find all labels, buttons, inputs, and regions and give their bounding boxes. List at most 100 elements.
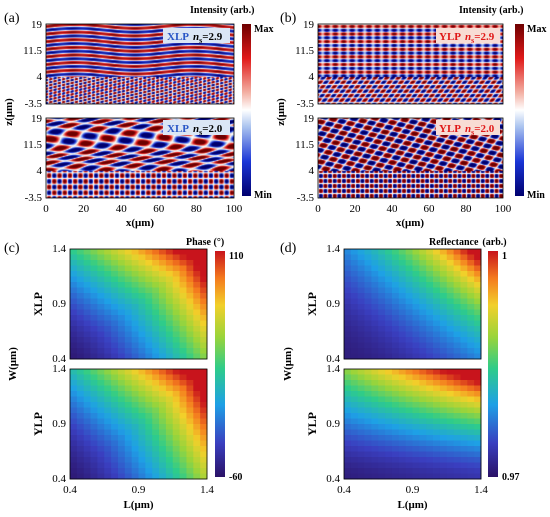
phase-c-ylp-cell: [131, 424, 139, 430]
reflectance-d-ylp-cell: [439, 380, 448, 386]
phase-c-ylp-cell: [90, 369, 98, 375]
tag-b-bot-nval: =2.0: [474, 123, 495, 135]
reflectance-d-ylp-cell: [371, 418, 379, 425]
reflectance-d-xlp-cell: [344, 287, 352, 294]
reflectance-d-xlp-cell: [419, 326, 427, 332]
phase-c-ylp-cell: [104, 413, 112, 419]
reflectance-d-ylp-cell: [467, 446, 475, 452]
reflectance-d-ylp-cell: [433, 413, 441, 419]
phase-c-xlp-cell: [145, 276, 153, 283]
phase-c-xlp-cell: [124, 348, 133, 354]
reflectance-d-xlp-cell: [460, 309, 468, 316]
reflectance-d-xlp-cell: [371, 348, 379, 354]
phase-c-xlp-cell: [97, 276, 105, 283]
phase-c-xlp-cell: [138, 282, 146, 288]
reflectance-d-ylp-cell: [433, 418, 441, 425]
phase-c-ylp-cell: [193, 391, 201, 397]
phase-c-ylp-cell: [172, 418, 180, 425]
reflectance-d-xlp-cell: [385, 326, 393, 332]
reflectance-d-xlp-cell: [371, 265, 379, 272]
reflectance-d-ylp-cell: [453, 407, 461, 414]
reflectance-d-xlp-cell: [474, 298, 482, 305]
reflectance-d-ylp-cell: [412, 418, 420, 425]
reflectance-d-xlp-cell: [467, 271, 475, 277]
reflectance-d-ylp-cell: [391, 391, 400, 397]
phase-c-xlp-cell: [179, 265, 187, 272]
reflectance-d-xlp-cell: [371, 293, 379, 299]
phase-c-ylp-cell: [131, 391, 139, 397]
phase-c-ylp-cell: [200, 435, 208, 441]
phase-c-ylp-cell: [159, 369, 167, 375]
reflectance-d-ylp-cell: [378, 380, 386, 386]
phase-c-ylp-cell: [179, 462, 187, 469]
phase-c-ylp-cell: [138, 369, 146, 375]
phase-c-xlp-cell: [186, 331, 194, 338]
phase-c-ylp-cell: [104, 451, 112, 458]
phase-c-xlp-cell: [97, 309, 105, 316]
phase-c-xlp-cell: [152, 249, 160, 255]
phase-c-ylp-cell: [152, 429, 160, 436]
reflectance-d-xlp-cell: [460, 254, 468, 261]
phase-c-ylp-cell: [90, 435, 98, 441]
phase-c-xlp-cell: [97, 326, 105, 332]
reflectance-d-ylp-cell: [405, 396, 413, 403]
reflectance-d-xlp-cell: [385, 337, 393, 343]
reflectance-d-xlp-cell: [344, 282, 352, 288]
reflectance-d-ylp-cell: [371, 446, 379, 452]
reflectance-d-ylp-cell: [433, 435, 441, 441]
reflectance-d-ylp-cell: [391, 440, 400, 447]
reflectance-d-ylp-cell: [378, 418, 386, 425]
reflectance-d-xlp-cell: [433, 326, 441, 332]
reflectance-d-ylp-cell: [350, 402, 359, 408]
reflectance-d-ylp-cell: [460, 424, 468, 430]
reflectance-d-xlp-cell: [391, 331, 400, 338]
reflectance-d-xlp-cell: [412, 254, 420, 261]
reflectance-d-xlp-cell: [385, 331, 393, 338]
ytick-c-bot-04: 0.4: [52, 473, 66, 485]
reflectance-d-ylp-cell: [391, 402, 400, 408]
reflectance-d-ylp-cell: [371, 473, 379, 480]
tag-b-bot-nsub: s: [471, 128, 474, 137]
phase-c-ylp-cell: [70, 374, 78, 381]
reflectance-d-xlp-cell: [474, 348, 482, 354]
reflectance-d-ylp-cell: [439, 473, 448, 480]
reflectance-d-ylp-cell: [364, 391, 372, 397]
phase-c-ylp-cell: [131, 402, 139, 408]
phase-c-xlp-cell: [70, 348, 78, 354]
phase-c-ylp-cell: [172, 462, 180, 469]
phase-c-xlp-cell: [76, 254, 85, 261]
phase-c-ylp-cell: [186, 462, 194, 469]
phase-c-ylp-cell: [165, 451, 174, 458]
reflectance-d-ylp-cell: [357, 446, 365, 452]
ylabel-c: W(μm): [7, 347, 19, 381]
phase-c-ylp-cell: [165, 374, 174, 381]
phase-c-xlp-cell: [97, 304, 105, 310]
phase-c-ylp-cell: [131, 446, 139, 452]
reflectance-d-xlp-cell: [350, 309, 359, 316]
reflectance-d-ylp-cell: [398, 440, 407, 447]
phase-c-xlp-cell: [90, 249, 98, 255]
reflectance-d-ylp-cell: [371, 435, 379, 441]
phase-c-xlp-cell: [159, 342, 167, 349]
phase-c-xlp-cell: [159, 282, 167, 288]
reflectance-d-xlp-cell: [439, 298, 448, 305]
reflectance-d-ylp-cell: [385, 402, 393, 408]
xtick-b-20: 20: [350, 203, 362, 215]
phase-c-xlp-cell: [172, 320, 180, 327]
panel-label-d: (d): [280, 241, 297, 256]
reflectance-d-ylp-cell: [453, 440, 461, 447]
phase-c-xlp-cell: [138, 304, 146, 310]
phase-c-ylp-cell: [152, 369, 160, 375]
ytick-b-top-m35: -3.5: [297, 98, 315, 110]
phase-c-xlp-cell: [179, 304, 187, 310]
reflectance-d-ylp-cell: [433, 457, 441, 463]
phase-c-ylp-cell: [83, 396, 91, 403]
phase-c-xlp-cell: [165, 249, 174, 255]
phase-c-ylp-cell: [76, 413, 85, 419]
reflectance-d-ylp-cell: [460, 374, 468, 381]
reflectance-d-ylp-cell: [446, 468, 454, 474]
phase-c-xlp-cell: [152, 298, 160, 305]
reflectance-d-ylp-cell: [405, 413, 413, 419]
ylabel-a: z(μm): [3, 98, 15, 126]
phase-c-ylp-cell: [124, 468, 133, 474]
